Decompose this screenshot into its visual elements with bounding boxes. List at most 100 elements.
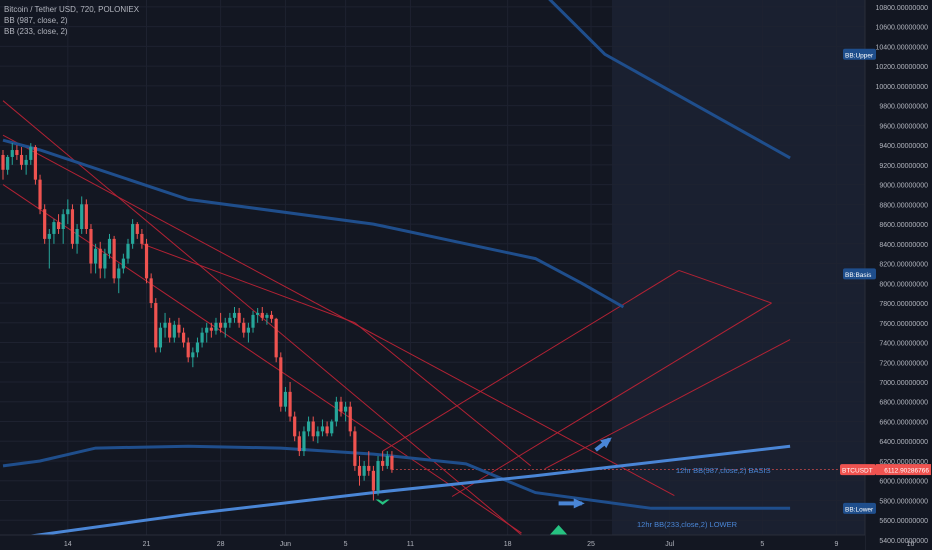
candle-body[interactable] bbox=[325, 426, 329, 434]
candle-body[interactable] bbox=[367, 465, 371, 471]
candle-body[interactable] bbox=[15, 150, 19, 155]
candle-body[interactable] bbox=[390, 456, 394, 470]
candle-body[interactable] bbox=[140, 233, 144, 244]
candle-body[interactable] bbox=[297, 436, 301, 452]
candle-body[interactable] bbox=[311, 421, 315, 437]
y-tick-label: 10000.00000000 bbox=[875, 84, 928, 91]
candle-body[interactable] bbox=[158, 327, 163, 348]
candle-body[interactable] bbox=[66, 209, 70, 215]
candle-body[interactable] bbox=[334, 401, 338, 422]
price-axis[interactable]: 10800.00000000 10600.00000000 10400.000000… bbox=[875, 5, 928, 545]
candle-body[interactable] bbox=[117, 268, 121, 279]
candle-body[interactable] bbox=[121, 258, 125, 269]
candle-body[interactable] bbox=[33, 147, 38, 180]
candle-body[interactable] bbox=[371, 470, 375, 491]
candle-body[interactable] bbox=[195, 342, 200, 353]
candle-body[interactable] bbox=[265, 314, 269, 318]
candle-body[interactable] bbox=[56, 222, 61, 230]
y-tick-label: 7400.00000000 bbox=[879, 341, 928, 348]
candle-body[interactable] bbox=[19, 154, 24, 165]
candle-body[interactable] bbox=[1, 154, 5, 170]
candle-body[interactable] bbox=[200, 332, 204, 343]
candle-body[interactable] bbox=[29, 147, 33, 160]
candle-body[interactable] bbox=[214, 322, 218, 331]
candle-body[interactable] bbox=[251, 314, 255, 328]
candle-body[interactable] bbox=[10, 150, 14, 157]
candle-body[interactable] bbox=[94, 248, 98, 264]
candle-body[interactable] bbox=[288, 391, 292, 417]
candle-body[interactable] bbox=[219, 322, 223, 328]
y-tick-label: 7600.00000000 bbox=[879, 321, 928, 328]
candle-body[interactable] bbox=[283, 391, 288, 407]
candle-body[interactable] bbox=[242, 322, 246, 333]
y-tick-label: 8000.00000000 bbox=[879, 281, 928, 288]
candle-body[interactable] bbox=[107, 238, 112, 254]
candle-body[interactable] bbox=[260, 312, 264, 318]
candle-body[interactable] bbox=[353, 431, 357, 466]
candle-body[interactable] bbox=[279, 357, 283, 407]
candle-body[interactable] bbox=[61, 214, 65, 230]
candle-body[interactable] bbox=[89, 229, 93, 264]
candle-body[interactable] bbox=[52, 222, 56, 234]
candle-body[interactable] bbox=[191, 352, 195, 358]
candle-body[interactable] bbox=[269, 314, 274, 319]
candle-body[interactable] bbox=[381, 460, 385, 466]
candle-body[interactable] bbox=[181, 332, 186, 343]
candle-body[interactable] bbox=[144, 243, 149, 279]
candle-body[interactable] bbox=[24, 159, 28, 165]
candle-body[interactable] bbox=[274, 318, 278, 358]
candle-body[interactable] bbox=[126, 243, 130, 259]
y-tick-label: 10400.00000000 bbox=[875, 44, 928, 51]
time-axis-panel bbox=[0, 535, 865, 550]
candle-body[interactable] bbox=[228, 317, 232, 323]
candle-body[interactable] bbox=[237, 312, 241, 323]
candle-body[interactable] bbox=[98, 248, 102, 269]
indicator-bb-987[interactable]: BB (987, close, 2) bbox=[4, 16, 68, 25]
candle-body[interactable] bbox=[256, 312, 260, 315]
candle-body[interactable] bbox=[246, 327, 250, 333]
candle-body[interactable] bbox=[38, 179, 42, 210]
candle-body[interactable] bbox=[75, 229, 79, 244]
candle-body[interactable] bbox=[316, 431, 320, 437]
indicator-bb-233[interactable]: BB (233, close, 2) bbox=[4, 27, 68, 36]
trend-channel-line bbox=[2, 134, 675, 496]
candle-body[interactable] bbox=[302, 431, 306, 452]
candle-body[interactable] bbox=[306, 421, 311, 432]
candle-body[interactable] bbox=[209, 327, 213, 331]
candle-body[interactable] bbox=[344, 406, 348, 412]
candle-body[interactable] bbox=[172, 324, 176, 338]
candle-body[interactable] bbox=[112, 238, 116, 279]
candle-body[interactable] bbox=[43, 209, 47, 239]
candle-body[interactable] bbox=[205, 327, 209, 333]
candle-body[interactable] bbox=[348, 406, 352, 432]
candle-body[interactable] bbox=[149, 278, 153, 304]
candle-body[interactable] bbox=[385, 456, 389, 466]
y-tick-label: 10200.00000000 bbox=[875, 64, 928, 71]
candle-body[interactable] bbox=[6, 156, 10, 170]
candle-body[interactable] bbox=[223, 322, 227, 328]
candlesticks[interactable] bbox=[1, 143, 394, 501]
candle-body[interactable] bbox=[168, 322, 172, 338]
bb-233-lower-line bbox=[2, 444, 791, 510]
candle-body[interactable] bbox=[357, 465, 362, 476]
candle-body[interactable] bbox=[186, 342, 190, 358]
candle-body[interactable] bbox=[84, 204, 88, 230]
candle-body[interactable] bbox=[362, 465, 366, 476]
time-axis[interactable]: 14 21 28 Jun 5 11 18 25 Jul 5 9 16 bbox=[64, 541, 915, 548]
candle-body[interactable] bbox=[47, 233, 51, 239]
candle-body[interactable] bbox=[330, 421, 334, 434]
candle-body[interactable] bbox=[320, 426, 325, 432]
candle-body[interactable] bbox=[293, 416, 297, 437]
candle-body[interactable] bbox=[232, 312, 237, 318]
candle-body[interactable] bbox=[70, 209, 75, 244]
candle-body[interactable] bbox=[131, 224, 135, 244]
candle-body[interactable] bbox=[154, 303, 158, 348]
candle-body[interactable] bbox=[80, 204, 84, 230]
candle-body[interactable] bbox=[135, 224, 139, 234]
candle-body[interactable] bbox=[339, 401, 343, 412]
candle-body[interactable] bbox=[177, 324, 181, 333]
candle-body[interactable] bbox=[163, 322, 167, 328]
candle-body[interactable] bbox=[103, 253, 107, 269]
candle-body[interactable] bbox=[376, 460, 380, 491]
